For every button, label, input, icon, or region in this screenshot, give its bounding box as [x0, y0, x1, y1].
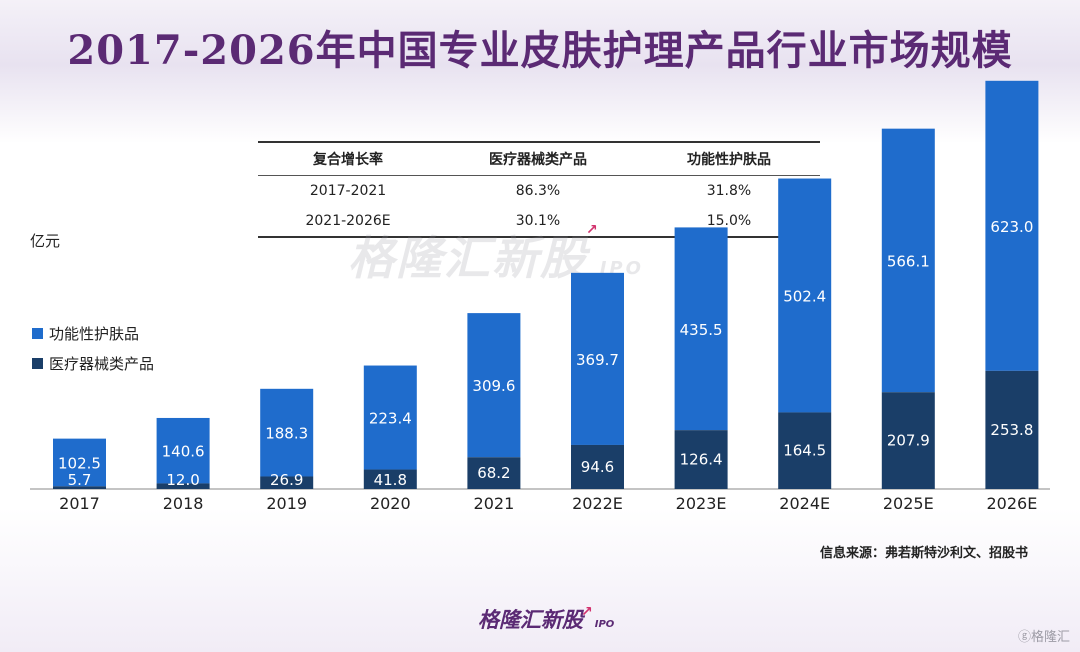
x-tick-label: 2021: [474, 494, 515, 513]
cagr-cell-medical: 30.1%: [438, 206, 638, 238]
data-label-functional: 623.0: [990, 218, 1033, 236]
data-label-medical: 253.8: [990, 421, 1033, 439]
bar-medical: [674, 430, 728, 489]
data-label-functional: 223.4: [369, 410, 412, 428]
data-label-medical: 5.7: [68, 471, 92, 489]
bar-medical: [571, 444, 624, 489]
data-label-medical: 94.6: [581, 458, 614, 476]
bottom-logo-text: 格隆汇新股: [478, 608, 583, 632]
arrow-up-right-icon: ↗: [586, 222, 600, 238]
legend-item-medical: 医疗器械类产品: [32, 348, 154, 378]
bar-functional: [467, 313, 521, 458]
legend-label-functional: 功能性护肤品: [49, 324, 140, 343]
x-tick-label: 2022E: [572, 494, 623, 513]
cagr-header-period: 复合增长率: [258, 141, 439, 176]
corner-watermark: ⓖ格隆汇: [1017, 630, 1070, 645]
data-label-functional: 102.5: [58, 454, 101, 472]
x-tick-label: 2020: [370, 494, 411, 513]
bottom-logo-ipo: IPO: [594, 619, 615, 630]
chart-legend: 功能性护肤品 医疗器械类产品: [32, 318, 154, 378]
bar-medical: [467, 457, 521, 489]
bar-medical: [156, 483, 210, 489]
cagr-cell-functional: 31.8%: [706, 183, 752, 199]
data-label-medical: 207.9: [887, 432, 930, 450]
data-label-medical: 68.2: [477, 464, 510, 482]
x-tick-label: 2018: [163, 494, 204, 513]
data-label-medical: 126.4: [680, 451, 723, 469]
bar-functional: [156, 417, 210, 484]
source-note: 信息来源：弗若斯特沙利文、招股书: [819, 546, 1028, 561]
arrow-up-right-icon: ↗: [581, 604, 593, 620]
bar-functional: [881, 128, 935, 393]
cagr-cell-period: 2021-2026E: [258, 206, 439, 238]
data-label-medical: 12.0: [166, 471, 199, 489]
table-row: 2017-2021 86.3% 31.8%: [258, 176, 820, 207]
bar-medical: [778, 412, 832, 489]
bar-medical: [53, 486, 106, 489]
cagr-header-functional: 功能性护肤品: [637, 141, 820, 176]
bar-medical: [881, 392, 935, 489]
x-tick-label: 2026E: [986, 494, 1037, 513]
bar-functional: [571, 272, 624, 445]
bar-functional: [260, 388, 314, 477]
page-title: 2017-2026年中国专业皮肤护理产品行业市场规模: [67, 27, 1013, 74]
bottom-logo: 格隆汇新股↗IPO: [478, 604, 614, 634]
data-label-functional: 309.6: [472, 377, 515, 395]
watermark-text: 格隆汇新股: [348, 231, 588, 285]
cagr-table-header-row: 复合增长率 医疗器械类产品 功能性护肤品: [258, 141, 820, 176]
bar-functional: [53, 438, 106, 487]
bar-functional: [985, 80, 1039, 371]
data-label-functional: 435.5: [680, 321, 723, 339]
data-label-medical: 26.9: [270, 471, 303, 489]
data-label-functional: 369.7: [576, 351, 619, 369]
x-tick-label: 2023E: [676, 494, 727, 513]
legend-swatch-medical: [32, 357, 43, 369]
data-label-functional: 140.6: [162, 443, 205, 461]
data-label-functional: 188.3: [265, 425, 308, 443]
cagr-header-medical: 医疗器械类产品: [438, 141, 638, 176]
bar-medical: [260, 476, 314, 489]
bar-functional: [674, 227, 728, 431]
data-label-functional: 502.4: [783, 287, 826, 305]
data-label-medical: 41.8: [374, 471, 407, 489]
legend-label-medical: 医疗器械类产品: [49, 354, 155, 373]
bar-medical: [363, 469, 417, 489]
data-label-medical: 164.5: [783, 442, 826, 460]
cagr-cell-period: 2017-2021: [309, 183, 387, 199]
bar-medical: [985, 370, 1039, 489]
bar-functional: [778, 178, 832, 413]
cagr-table: 复合增长率 医疗器械类产品 功能性护肤品 2017-2021 86.3% 31.…: [258, 141, 820, 238]
legend-swatch-functional: [32, 327, 43, 339]
cagr-cell-medical: 86.3%: [515, 183, 561, 199]
watermark-logo: 格隆汇新股↗IPO: [348, 222, 644, 288]
bar-functional: [363, 365, 417, 470]
x-tick-label: 2024E: [779, 494, 830, 513]
legend-item-functional: 功能性护肤品: [32, 318, 154, 348]
data-label-functional: 566.1: [887, 252, 930, 270]
x-tick-label: 2025E: [883, 494, 934, 513]
x-tick-label: 2019: [266, 494, 307, 513]
x-tick-label: 2017: [59, 494, 100, 513]
y-axis-unit-label: 亿元: [30, 232, 61, 250]
